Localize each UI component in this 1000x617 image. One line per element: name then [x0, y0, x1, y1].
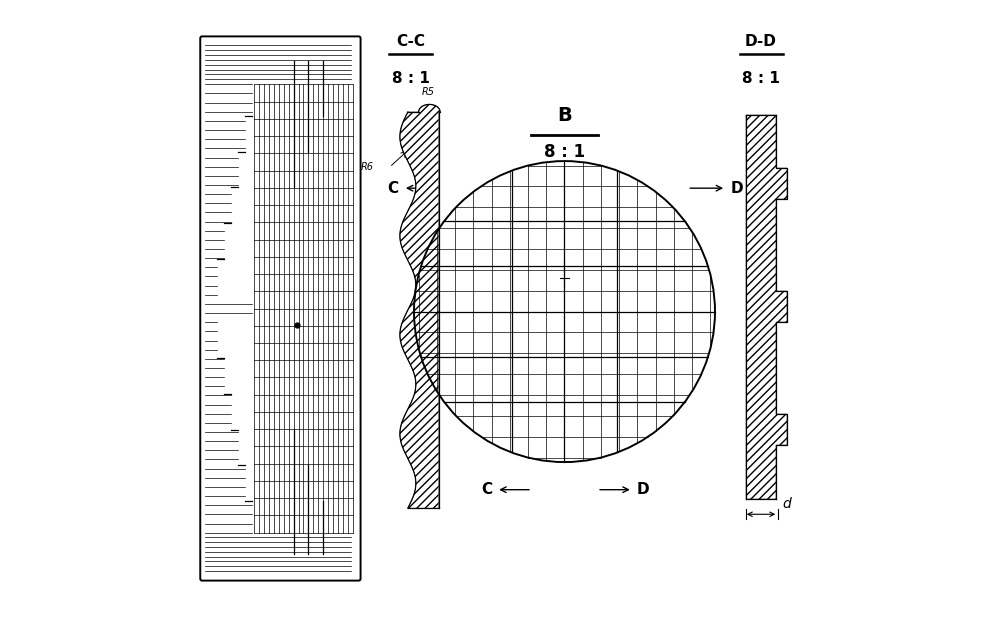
Text: 8 : 1: 8 : 1: [544, 143, 585, 161]
Text: 8 : 1: 8 : 1: [392, 71, 430, 86]
FancyBboxPatch shape: [200, 36, 361, 581]
Text: d: d: [783, 497, 791, 511]
Text: C-C: C-C: [396, 34, 425, 49]
Polygon shape: [746, 115, 787, 499]
Text: D-D: D-D: [745, 34, 777, 49]
Text: D: D: [730, 181, 743, 196]
Text: 8 : 1: 8 : 1: [742, 71, 780, 86]
Polygon shape: [400, 104, 440, 508]
Text: B: B: [557, 106, 572, 125]
Text: C: C: [388, 181, 399, 196]
Text: C: C: [481, 482, 492, 497]
Text: R6: R6: [361, 162, 374, 172]
Text: R5: R5: [421, 86, 434, 97]
Text: D: D: [637, 482, 650, 497]
